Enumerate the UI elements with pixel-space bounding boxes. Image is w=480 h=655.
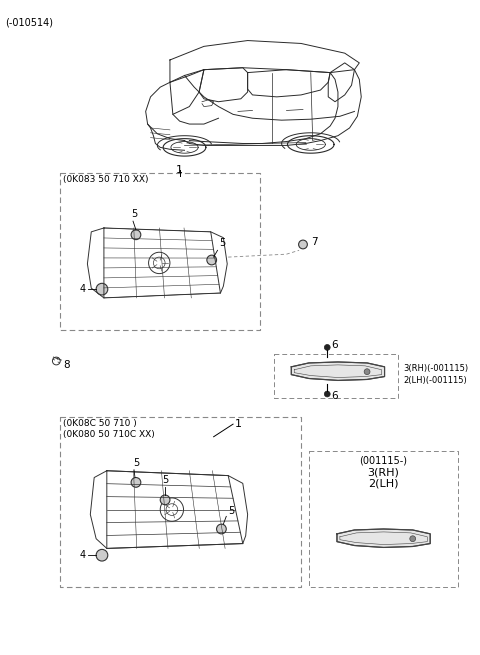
Circle shape: [299, 240, 307, 249]
Circle shape: [364, 369, 370, 375]
Circle shape: [96, 284, 108, 295]
Circle shape: [324, 345, 330, 350]
Text: (0K080 50 710C XX): (0K080 50 710C XX): [63, 430, 155, 439]
Circle shape: [216, 524, 226, 534]
Text: 5: 5: [162, 476, 168, 485]
Text: 4: 4: [79, 284, 85, 294]
Circle shape: [96, 550, 108, 561]
Circle shape: [207, 255, 216, 265]
Polygon shape: [291, 362, 384, 381]
Polygon shape: [337, 529, 430, 548]
Circle shape: [131, 230, 141, 240]
Text: 2(LH): 2(LH): [368, 479, 399, 489]
Circle shape: [324, 391, 330, 397]
Text: 2(LH)(-001115): 2(LH)(-001115): [403, 376, 467, 385]
Text: 1: 1: [176, 165, 183, 175]
Text: 6: 6: [331, 341, 338, 350]
Text: 5: 5: [219, 238, 226, 248]
Text: 6: 6: [331, 391, 338, 401]
Text: 7: 7: [311, 236, 317, 247]
Text: (-010514): (-010514): [5, 17, 53, 28]
Text: 8: 8: [63, 360, 70, 370]
Circle shape: [131, 477, 141, 487]
Text: 3(RH): 3(RH): [368, 468, 399, 478]
Text: (0K08C 50 710 ): (0K08C 50 710 ): [63, 419, 137, 428]
Circle shape: [160, 495, 170, 505]
Text: 4: 4: [79, 550, 85, 560]
Text: 1: 1: [234, 419, 241, 429]
Text: 5: 5: [228, 506, 234, 516]
Text: 5: 5: [133, 458, 139, 468]
Circle shape: [410, 536, 416, 542]
Text: (001115-): (001115-): [360, 455, 408, 465]
Text: 3(RH)(-001115): 3(RH)(-001115): [403, 364, 468, 373]
Text: (0K083 50 710 XX): (0K083 50 710 XX): [63, 174, 149, 183]
Text: 5: 5: [131, 209, 137, 219]
